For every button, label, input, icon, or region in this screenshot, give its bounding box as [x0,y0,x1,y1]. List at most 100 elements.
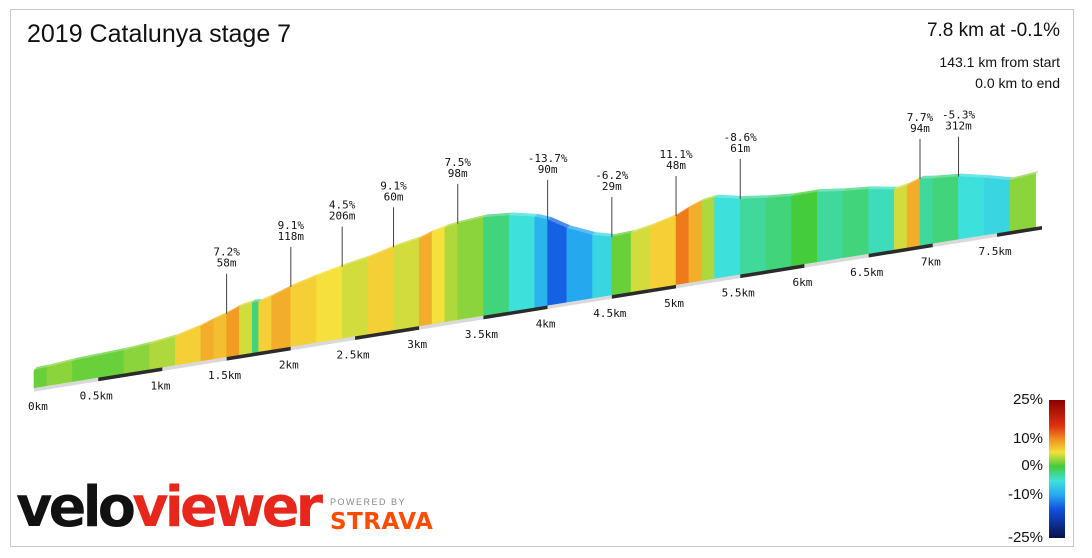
annotation-length: 58m [217,257,237,270]
profile-top-edge [483,212,513,218]
x-tick-label: 4.5km [593,307,626,320]
profile-top-edge [213,310,230,320]
x-tick-label: 1km [150,379,170,392]
profile-top-edge [688,198,705,208]
profile-top-edge [457,214,487,224]
powered-by-label: POWERED BY [330,497,407,507]
profile-segment [701,197,715,282]
distance-bar-block [98,367,163,382]
profile-segment [483,215,510,317]
profile-segment [611,232,632,296]
profile-segment [919,178,934,246]
x-tick-label: 4km [536,317,556,330]
profile-top-edge [175,323,204,337]
profile-segment [675,207,690,286]
profile-segment [200,319,215,362]
annotation-gradient: -6.2% [595,169,628,182]
annotation-gradient: -13.7% [528,152,568,165]
x-tick-label: 2km [279,359,299,372]
distance-bar-block [547,295,612,310]
profile-segment [226,306,240,358]
profile-segment [393,238,420,331]
profile-segment [592,234,613,299]
profile-segment [1009,173,1036,232]
logo-velo: velo [16,475,136,540]
profile-top-edge [342,255,371,267]
profile-segment [444,223,459,323]
profile-top-edge [701,194,718,202]
profile-top-edge [419,229,436,239]
distance-bar-block [740,264,805,279]
distance-bar-block [676,274,741,289]
profile-top-edge [239,299,256,307]
x-tick-label: 5km [664,297,684,310]
distance-bar-block [355,326,420,341]
distance-bar-block [932,233,998,248]
profile-segment [630,226,651,293]
distance-bar-block [997,226,1042,237]
profile-segment [816,191,844,263]
profile-top-edge [932,173,962,179]
profile-top-edge [984,174,1013,181]
profile-segment [868,189,895,255]
logo-viewer: viewer [132,475,323,540]
distance-bar-block [483,305,548,320]
annotation-length: 90m [538,163,558,176]
strava-logo[interactable]: STRAVA [330,509,434,535]
profile-segment [765,195,792,271]
profile-segment [251,301,260,354]
annotation-gradient: 9.1% [380,179,407,192]
profile-top-edge [740,195,769,200]
profile-top-edge [714,194,744,200]
x-tick-label: 6km [793,276,813,289]
profile-segment [650,215,677,290]
profile-top-edge [252,298,262,303]
profile-segment [367,246,394,335]
profile-segment [534,216,548,308]
profile-top-edge [258,293,275,302]
profile-top-edge [592,232,615,237]
profile-top-edge [367,244,397,259]
profile-top-edge [34,364,50,370]
veloviewer-logo[interactable]: veloviewer [16,475,323,540]
profile-segment [431,227,446,325]
distance-bar-block [611,284,677,299]
profile-segment [894,184,908,251]
profile-top-edge [123,341,153,351]
annotation-gradient: 9.1% [278,219,305,232]
profile-top-edge [1009,171,1039,181]
distance-bar-block [34,377,99,392]
profile-top-edge [631,223,654,234]
profile-segment [842,189,869,259]
profile-top-edge [46,358,76,368]
annotation-gradient: 7.5% [444,156,471,169]
annotation-length: 312m [945,120,972,133]
distance-bar-block [226,346,291,361]
profile-top-edge [547,216,570,229]
distance-from-start: 143.1 km from start [939,54,1060,70]
profile-top-edge [200,316,217,327]
profile-top-edge [290,273,320,287]
profile-top-edge [958,173,988,178]
distance-to-end: 0.0 km to end [975,75,1060,91]
annotation-gradient: -8.6% [724,131,757,144]
profile-segment [341,257,369,339]
profile-top-edge [791,189,821,197]
profile-segment [566,227,593,303]
distance-bar-block [868,243,933,258]
profile-segment [457,217,484,321]
x-tick-label: 1.5km [208,369,241,382]
profile-segment [714,197,741,279]
profile-top-edge [868,186,898,190]
annotation-length: 60m [384,190,404,203]
color-scale-label: 0% [1021,457,1043,475]
x-tick-label: 0.5km [80,390,113,403]
profile-segment [791,191,818,267]
profile-segment [290,275,317,348]
annotation-length: 48m [666,159,686,172]
x-tick-label: 3.5km [465,328,498,341]
distance-bar-block [290,336,356,351]
x-tick-label: 3km [407,338,427,351]
profile-segment [239,302,253,356]
profile-top-edge [676,204,692,216]
